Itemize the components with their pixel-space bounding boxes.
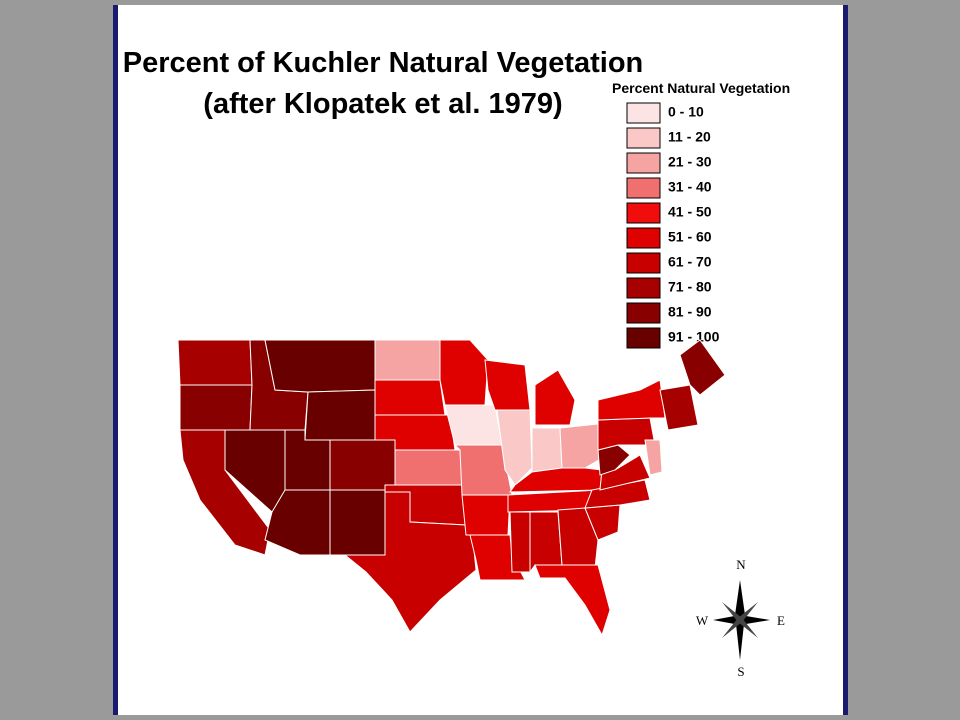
state xyxy=(529,511,563,574)
state xyxy=(374,379,446,416)
state xyxy=(679,339,726,396)
map xyxy=(177,339,726,637)
state xyxy=(177,339,253,386)
legend-swatch xyxy=(626,177,661,199)
legend-label: 11 - 20 xyxy=(668,129,711,145)
legend-label: 61 - 70 xyxy=(668,254,712,270)
state xyxy=(394,449,463,486)
legend-swatch xyxy=(626,127,661,149)
state xyxy=(597,379,666,421)
legend-swatch xyxy=(626,202,661,224)
legend-label: 91 - 100 xyxy=(668,329,720,345)
legend-label: 41 - 50 xyxy=(668,204,712,220)
panel-border xyxy=(843,5,848,715)
state xyxy=(559,423,603,469)
state xyxy=(496,409,533,486)
state xyxy=(179,384,253,431)
state xyxy=(304,389,376,441)
legend-swatch xyxy=(626,227,661,249)
panel-border xyxy=(113,5,118,715)
state xyxy=(557,507,599,569)
state xyxy=(329,489,386,556)
title: (after Klopatek et al. 1979) xyxy=(203,88,562,120)
legend-swatch xyxy=(626,252,661,274)
legend-swatch xyxy=(626,277,661,299)
state xyxy=(329,439,396,491)
state xyxy=(509,467,603,493)
legend-swatch xyxy=(626,327,661,349)
state xyxy=(374,339,441,381)
compass-label: W xyxy=(696,613,709,628)
legend-label: 0 - 10 xyxy=(668,104,704,120)
title: Percent of Kuchler Natural Vegetation xyxy=(123,47,644,79)
legend-label: 71 - 80 xyxy=(668,279,712,295)
legend-swatch xyxy=(626,302,661,324)
compass-label: S xyxy=(737,664,744,679)
state xyxy=(444,404,503,446)
state xyxy=(469,534,526,581)
compass-label: N xyxy=(736,557,746,572)
legend-label: 21 - 30 xyxy=(668,154,712,170)
state xyxy=(534,564,611,637)
legend-title: Percent Natural Vegetation xyxy=(612,80,790,96)
state xyxy=(531,427,563,473)
compass: N S W E xyxy=(696,557,785,679)
legend-label: 81 - 90 xyxy=(668,304,712,320)
state xyxy=(264,339,376,393)
state xyxy=(461,494,511,536)
legend-label: 31 - 40 xyxy=(668,179,712,195)
state xyxy=(509,511,531,573)
state xyxy=(644,439,663,476)
legend-swatch xyxy=(626,102,661,124)
compass-label: E xyxy=(777,613,785,628)
legend-swatch xyxy=(626,152,661,174)
legend: 0 - 10 11 - 20 21 - 30 31 - 40 41 - 50 51 - 6… xyxy=(626,102,720,349)
legend-label: 51 - 60 xyxy=(668,229,712,245)
state xyxy=(343,491,477,633)
compass-star xyxy=(722,602,758,638)
state xyxy=(659,384,699,431)
state xyxy=(534,369,576,426)
